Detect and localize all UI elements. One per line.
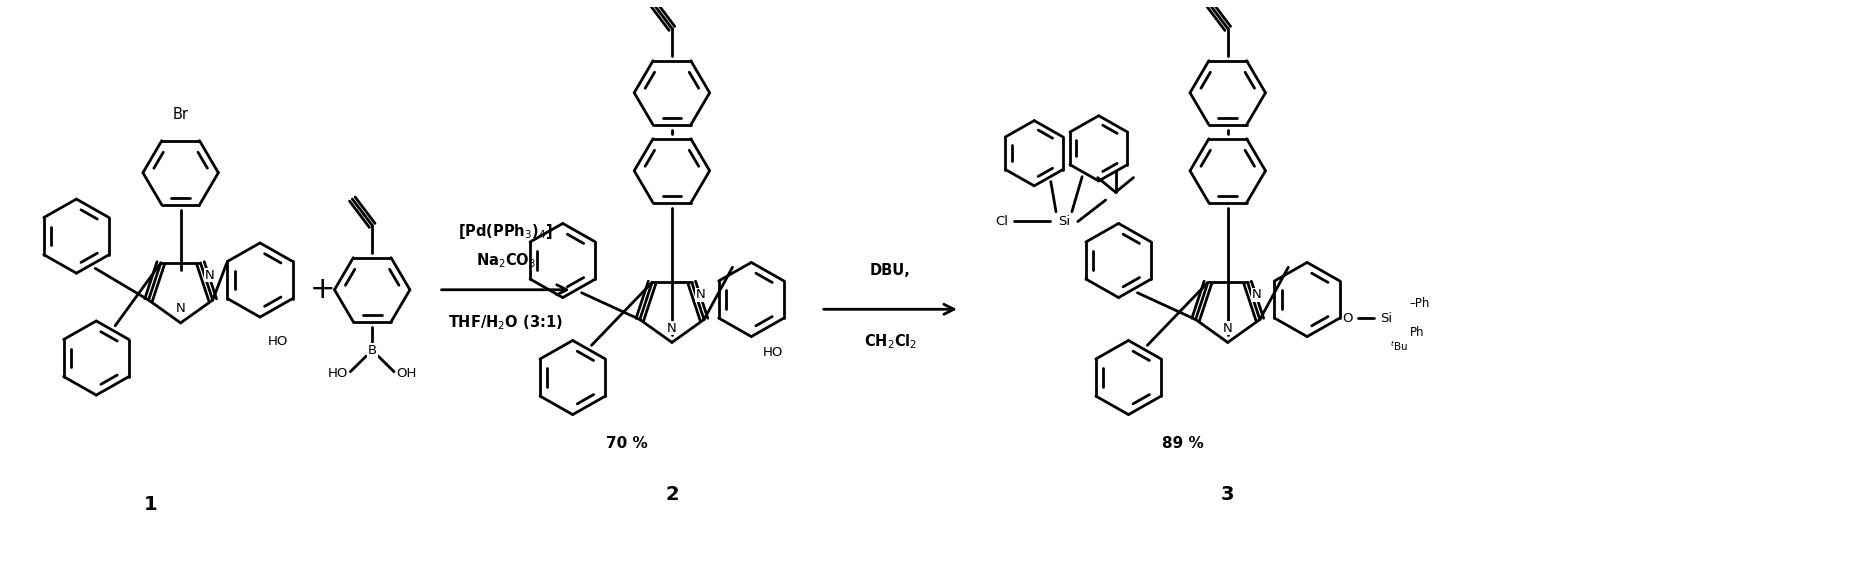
Text: –Ph: –Ph: [1408, 297, 1428, 310]
Text: HO: HO: [267, 334, 288, 348]
Text: N: N: [204, 269, 213, 282]
Text: HO: HO: [328, 367, 349, 380]
Text: DBU,: DBU,: [870, 263, 911, 278]
Text: Br: Br: [173, 107, 189, 122]
Text: N: N: [696, 288, 705, 301]
Text: Ph: Ph: [1408, 326, 1423, 339]
Text: $^t$Bu: $^t$Bu: [1389, 339, 1406, 353]
Text: CH$_2$Cl$_2$: CH$_2$Cl$_2$: [863, 333, 916, 351]
Text: N: N: [666, 321, 677, 334]
Text: N: N: [1250, 288, 1261, 301]
Text: Na$_2$CO$_3$: Na$_2$CO$_3$: [475, 251, 536, 270]
Text: HO: HO: [762, 346, 783, 360]
Text: N: N: [176, 302, 186, 315]
Text: Si: Si: [1378, 311, 1391, 325]
Text: B: B: [367, 344, 377, 357]
Text: Si: Si: [1057, 215, 1070, 228]
Text: O: O: [1341, 311, 1352, 325]
Text: 70 %: 70 %: [607, 436, 647, 450]
Text: +: +: [310, 275, 336, 304]
Text: THF/H$_2$O (3:1): THF/H$_2$O (3:1): [449, 313, 562, 332]
Text: 3: 3: [1221, 485, 1234, 504]
Text: [Pd(PPh$_3$)$_4$]: [Pd(PPh$_3$)$_4$]: [458, 222, 553, 241]
Text: OH: OH: [395, 367, 416, 380]
Text: 89 %: 89 %: [1161, 436, 1204, 450]
Text: N: N: [1222, 321, 1232, 334]
Text: 2: 2: [664, 485, 679, 504]
Text: Cl: Cl: [994, 215, 1007, 228]
Text: 1: 1: [145, 495, 158, 514]
